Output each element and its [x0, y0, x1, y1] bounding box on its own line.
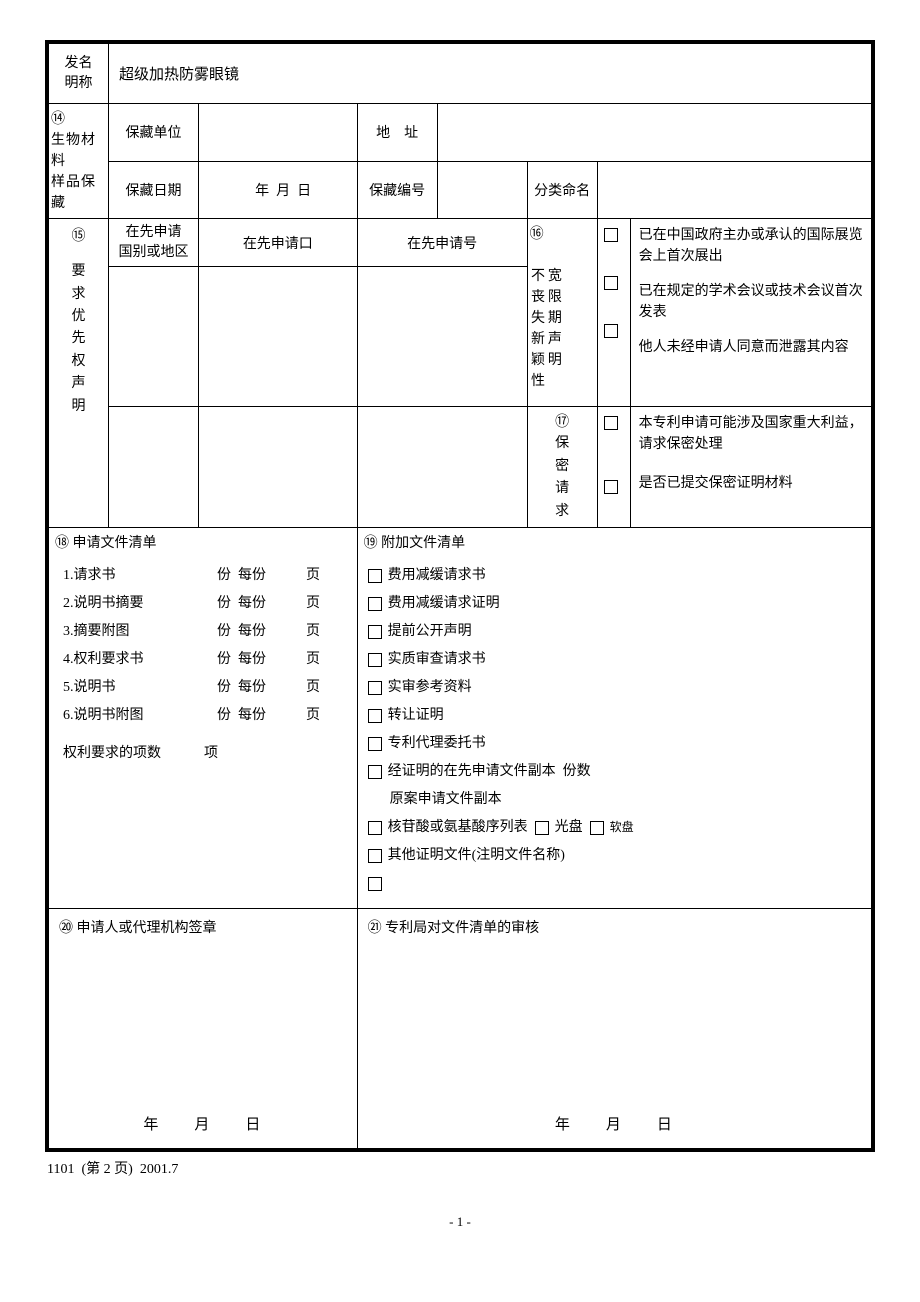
- checkbox-secrecy-req[interactable]: [604, 416, 618, 430]
- sec17-checkboxes: [597, 407, 630, 528]
- checkbox-exhibition[interactable]: [604, 228, 618, 242]
- checkbox-item[interactable]: [368, 737, 382, 751]
- doc-list-row: 1.请求书份 每份页: [63, 562, 347, 590]
- checkbox-item[interactable]: [368, 681, 382, 695]
- form-footer: 1101 (第 2 页) 2001.7: [45, 1152, 875, 1184]
- checkbox-prior-copy[interactable]: [368, 765, 382, 779]
- storage-unit-value[interactable]: [199, 104, 358, 162]
- sec16-label: ⑯ 不丧失新颖性宽限期声明: [527, 219, 597, 407]
- prior-date-header: 在先申请口: [199, 219, 358, 267]
- invention-name-label: 发名 明称: [49, 44, 109, 104]
- prior-country-value[interactable]: [109, 267, 199, 407]
- attach-list-row: 转让证明: [368, 702, 861, 730]
- checkbox-item[interactable]: [368, 569, 382, 583]
- sec18-header: ⑱ 申请文件清单: [49, 527, 358, 556]
- sec17-label: ⑰ 保密请求: [527, 407, 597, 528]
- checkbox-academic[interactable]: [604, 276, 618, 290]
- storage-no-label: 保藏编号: [357, 161, 437, 219]
- checkbox-cd[interactable]: [535, 821, 549, 835]
- checkbox-blank[interactable]: [368, 877, 382, 891]
- checkbox-item[interactable]: [368, 597, 382, 611]
- address-label: 地 址: [357, 104, 437, 162]
- doc-list-row: 4.权利要求书份 每份页: [63, 646, 347, 674]
- prior-no-header: 在先申请号: [357, 219, 527, 267]
- invention-name-value: 超级加热防雾眼镜: [109, 44, 872, 104]
- attach-list-row: 提前公开声明: [368, 618, 861, 646]
- storage-date-label: 保藏日期: [109, 161, 199, 219]
- prior-no-value-2[interactable]: [357, 407, 527, 528]
- sec16-options: 已在中国政府主办或承认的国际展览会上首次展出 已在规定的学术会议或技术会议首次发…: [630, 219, 871, 407]
- sec16-checkboxes: [597, 219, 630, 407]
- storage-no-value[interactable]: [437, 161, 527, 219]
- prior-date-value-2[interactable]: [199, 407, 358, 528]
- sec19-body: 费用减缓请求书费用减缓请求证明提前公开声明实质审查请求书实审参考资料转让证明专利…: [357, 556, 871, 909]
- doc-list-row: 6.说明书附图份 每份页: [63, 702, 347, 730]
- attach-list-row: 费用减缓请求证明: [368, 590, 861, 618]
- checkbox-sequence[interactable]: [368, 821, 382, 835]
- sec15-label: ⑮ 要求优先权声明: [49, 219, 109, 528]
- prior-date-value[interactable]: [199, 267, 358, 407]
- doc-list-row: 2.说明书摘要份 每份页: [63, 590, 347, 618]
- sec20-date: 年 月 日: [49, 1113, 357, 1134]
- attach-list-row: 实审参考资料: [368, 674, 861, 702]
- address-value[interactable]: [437, 104, 871, 162]
- prior-country-header: 在先申请国别或地区: [109, 219, 199, 267]
- attach-list-row: 实质审查请求书: [368, 646, 861, 674]
- checkbox-floppy[interactable]: [590, 821, 604, 835]
- page-number: - 1 -: [45, 1214, 875, 1230]
- prior-no-value[interactable]: [357, 267, 527, 407]
- prior-country-value-2[interactable]: [109, 407, 199, 528]
- doc-list-row: 5.说明书份 每份页: [63, 674, 347, 702]
- class-name-value[interactable]: [597, 161, 871, 219]
- sec21-date: 年 月 日: [358, 1113, 871, 1134]
- sec19-header: ⑲ 附加文件清单: [357, 527, 871, 556]
- storage-date-value[interactable]: 年 月 日: [199, 161, 358, 219]
- sec18-body: 1.请求书份 每份页2.说明书摘要份 每份页3.摘要附图份 每份页4.权利要求书…: [49, 556, 358, 909]
- attach-list-row: 专利代理委托书: [368, 730, 861, 758]
- checkbox-disclosure[interactable]: [604, 324, 618, 338]
- attach-list-row: 费用减缓请求书: [368, 562, 861, 590]
- storage-unit-label: 保藏单位: [109, 104, 199, 162]
- sec14-label: ⑭ 生物材料样品保藏: [49, 104, 109, 219]
- checkbox-item[interactable]: [368, 653, 382, 667]
- checkbox-other-proof[interactable]: [368, 849, 382, 863]
- sec21: ㉑ 专利局对文件清单的审核 年 月 日: [357, 908, 871, 1148]
- checkbox-secrecy-proof[interactable]: [604, 480, 618, 494]
- checkbox-item[interactable]: [368, 709, 382, 723]
- sec17-options: 本专利申请可能涉及国家重大利益，请求保密处理 是否已提交保密证明材料: [630, 407, 871, 528]
- sec20: ⑳ 申请人或代理机构签章 年 月 日: [49, 908, 358, 1148]
- doc-list-row: 3.摘要附图份 每份页: [63, 618, 347, 646]
- checkbox-item[interactable]: [368, 625, 382, 639]
- class-name-label: 分类命名: [527, 161, 597, 219]
